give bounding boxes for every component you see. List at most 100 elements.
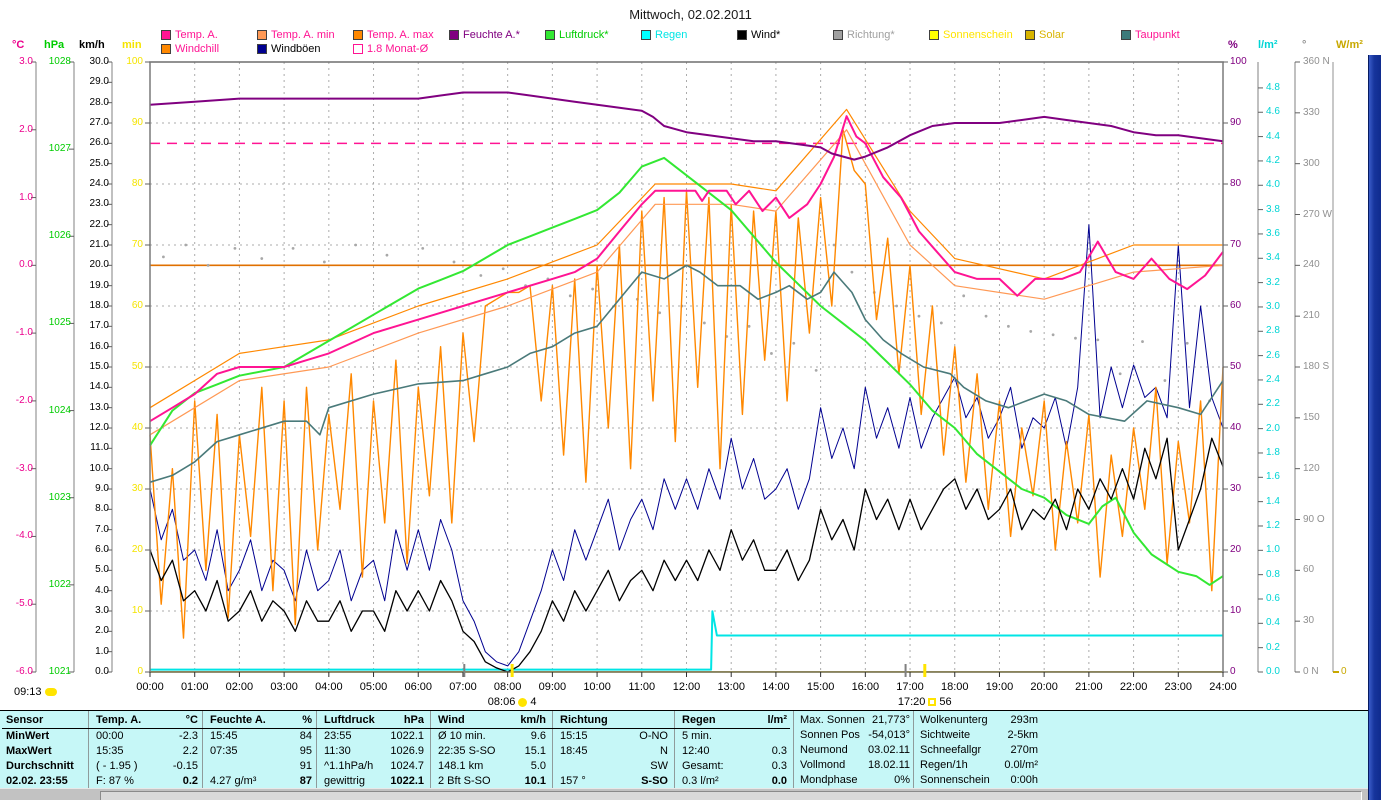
legend-item-label: Solar (1039, 29, 1065, 41)
table-row-label: MaxWert (6, 745, 52, 757)
tick-label-kmh: 23.0 (89, 198, 109, 210)
info-value: 0% (894, 774, 910, 786)
tick-label-lm2: 0.6 (1266, 592, 1280, 604)
table-separator (316, 711, 317, 788)
tick-label-celsius: -6.0 (15, 666, 33, 677)
tick-label-lm2: 4.2 (1266, 154, 1280, 166)
legend-item-windchill[interactable]: Windchill (161, 43, 219, 55)
table-cell-left: 0.3 l/m² (682, 775, 719, 787)
tick-label-kmh: 10.0 (89, 462, 109, 474)
sunset-time: 17:20 (897, 696, 926, 708)
legend-item-temp-a-min[interactable]: Temp. A. min (257, 29, 335, 41)
tick-label-kmh: 14.0 (89, 381, 109, 393)
legend-item-richtung-[interactable]: Richtung* (833, 29, 895, 41)
tick-label-kmh: 0.0 (95, 666, 109, 677)
info-label: Mondphase (800, 774, 858, 786)
table-cell-value: 1026.9 (390, 745, 424, 757)
table-cell-value: 87 (299, 775, 312, 787)
table-info-cell: Mondphase 0% (800, 773, 910, 787)
table-separator (793, 711, 794, 788)
table-header-name: Wind (438, 714, 465, 726)
table-cell: 07:35 95 (210, 744, 312, 758)
table-cell: 22:35 S-SO 15.1 (438, 744, 546, 758)
table-cell: gewittrig 1022.1 (324, 774, 424, 788)
tick-label-sunmin: 70 (131, 239, 143, 250)
series-richtung-dot (322, 260, 326, 264)
tick-label-pct: 60 (1230, 300, 1242, 311)
tick-label-lm2: 1.8 (1266, 446, 1280, 458)
legend-item-label: Windchill (175, 43, 220, 55)
legend-item-label: 1.8 Monat-Ø (367, 43, 429, 55)
table-cell-value: -0.15 (172, 760, 198, 772)
tick-label-kmh: 13.0 (89, 401, 109, 413)
table-cell-value: SW (650, 760, 668, 772)
tick-label-celsius: -5.0 (15, 598, 33, 610)
table-cell-left: 23:55 (324, 730, 352, 742)
table-cell-value: S-SO (641, 775, 668, 787)
tick-label-deg: 30 (1303, 615, 1315, 627)
series-richtung-dot (591, 287, 595, 291)
tick-label-lm2: 0.0 (1266, 666, 1280, 677)
series-richtung-dot (702, 321, 706, 325)
legend-item-temp-a-max[interactable]: Temp. A. max (353, 29, 434, 41)
series-richtung-dot (658, 311, 662, 315)
table-header-0: Temp. A. °C (96, 713, 198, 727)
table-info-cell: Sonnen Pos -54,013° (800, 728, 910, 742)
x-tick-label: 09:00 (538, 681, 567, 693)
series-richtung-dot (747, 324, 751, 328)
info-label: Neumond (800, 744, 848, 756)
tick-label-pct: 90 (1230, 117, 1242, 128)
table-header-unit: km/h (520, 714, 546, 726)
tick-label-kmh: 5.0 (95, 564, 109, 576)
legend-item-temp-a-[interactable]: Temp. A. (161, 29, 218, 41)
tick-label-lm2: 2.0 (1266, 422, 1280, 434)
legend-item-1-8-monat-[interactable]: 1.8 Monat-Ø (353, 43, 428, 55)
legend-item-taupunkt[interactable]: Taupunkt (1121, 29, 1180, 41)
table-cell: 15:15 O-NO (560, 729, 668, 743)
table-cell-value: 0.3 (771, 745, 787, 757)
sunset-value: 56 (939, 696, 952, 708)
table-cell-value: 15.1 (524, 745, 546, 757)
table-cell-value: 91 (299, 760, 312, 772)
legend-item-regen[interactable]: Regen (641, 29, 687, 41)
tick-label-kmh: 2.0 (95, 625, 109, 637)
legend-item-windb-en[interactable]: Windböen (257, 43, 321, 55)
series-richtung-dot (291, 246, 295, 250)
legend-item-solar[interactable]: Solar (1025, 29, 1065, 41)
legend-swatch (545, 30, 555, 40)
tick-label-kmh: 29.0 (89, 76, 109, 88)
info-value: 18.02.11 (867, 759, 910, 771)
status-bar-inset (100, 791, 1362, 800)
sunrise-time: 08:06 (487, 696, 516, 708)
legend-item-wind-[interactable]: Wind* (737, 29, 780, 41)
table-cell-value: 2.2 (182, 745, 198, 757)
table-cell-value: 0.3 (771, 760, 787, 772)
table-cell-left: 148.1 km (438, 760, 484, 772)
table-cell-left: gewittrig (324, 775, 365, 787)
tick-label-hpa: 1026 (48, 230, 71, 242)
info-value: 0.0l/m² (1004, 759, 1038, 771)
info-label: Sonnenschein (920, 774, 990, 786)
series-richtung-dot (1163, 379, 1167, 382)
legend-item-sonnenschein[interactable]: Sonnenschein (929, 29, 1013, 41)
legend-item-label: Temp. A. max (367, 29, 434, 41)
tick-label-celsius: -3.0 (15, 462, 33, 474)
tick-label-lm2: 0.2 (1266, 641, 1280, 653)
axis-unit-kmh: km/h (79, 39, 105, 51)
tick-label-kmh: 24.0 (89, 178, 109, 189)
table-header-1: Feuchte A.% (210, 713, 312, 727)
table-cell-left: Ø 10 min. (438, 730, 486, 742)
tick-label-sunmin: 50 (131, 361, 143, 372)
table-cell-value: 5.0 (530, 760, 546, 772)
legend-item-luftdruck-[interactable]: Luftdruck* (545, 29, 609, 41)
legend-item-label: Luftdruck* (559, 29, 609, 41)
x-tick-label: 04:00 (315, 681, 343, 693)
x-tick-label: 17:00 (896, 681, 924, 693)
table-cell-value: 1022.1 (390, 775, 424, 787)
table-cell-value: 1022.1 (390, 730, 424, 742)
tick-label-deg: 360 N (1303, 56, 1330, 67)
legend-item-feuchte-a-[interactable]: Feuchte A.* (449, 29, 520, 41)
table-cell-left: 157 ° (560, 775, 586, 787)
sunrise-sun-icon (518, 697, 528, 707)
